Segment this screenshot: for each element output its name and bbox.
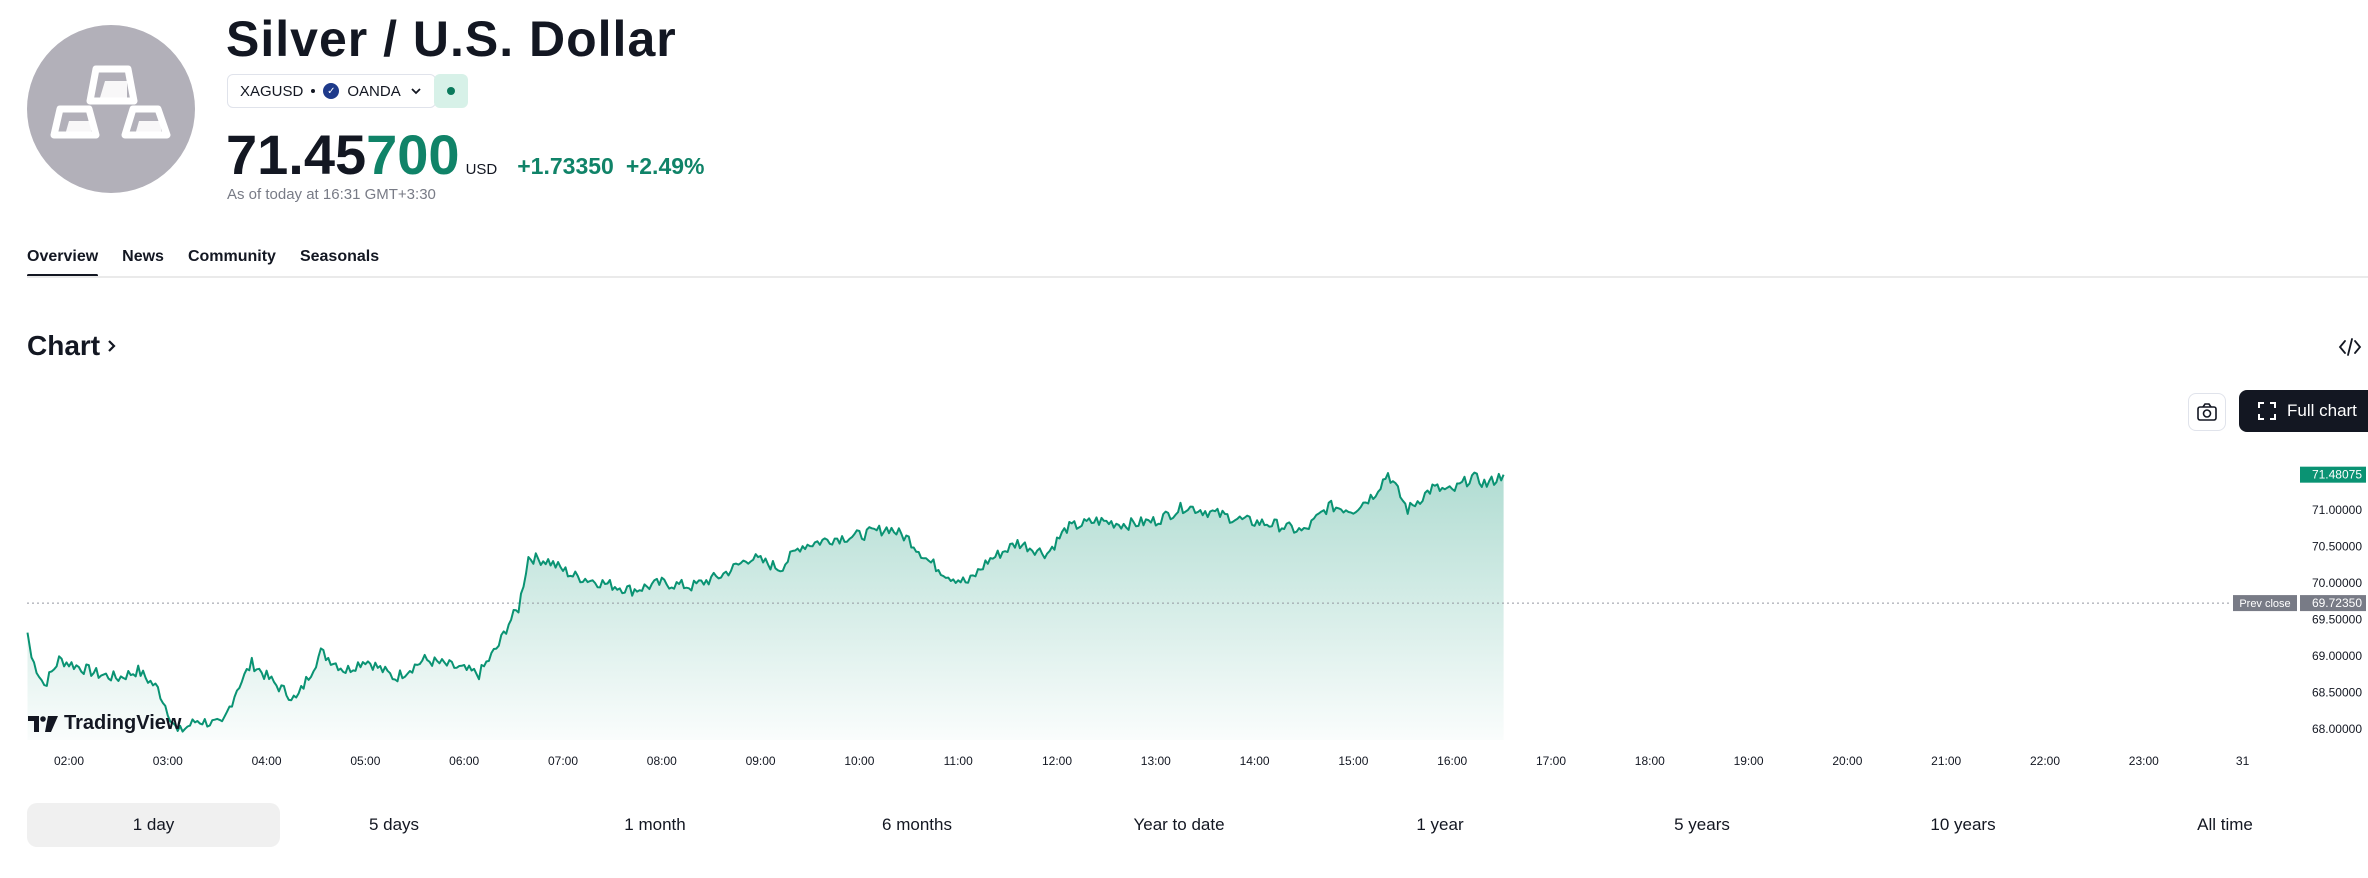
prev-close-value-badge bbox=[2300, 595, 2366, 612]
range-5-years[interactable]: 5 years bbox=[1674, 815, 1730, 834]
price-accent-digits: 700 bbox=[366, 123, 460, 186]
x-tick-label: 03:00 bbox=[153, 754, 183, 768]
price-line bbox=[26, 471, 1505, 733]
x-tick-label: 11:00 bbox=[944, 754, 973, 768]
x-tick-label: 07:00 bbox=[548, 754, 578, 768]
tabs-divider bbox=[27, 276, 2368, 278]
x-tick-label: 02:00 bbox=[54, 754, 84, 768]
as-of-timestamp: As of today at 16:31 GMT+3:30 bbox=[227, 186, 436, 203]
price-currency: USD bbox=[465, 161, 498, 178]
tab-seasonals[interactable]: Seasonals bbox=[299, 248, 380, 265]
range-1-day[interactable]: 1 day bbox=[27, 803, 280, 847]
price-area-fill bbox=[27, 472, 1504, 740]
full-chart-button[interactable]: Full chart bbox=[2239, 390, 2368, 432]
range-all-time[interactable]: All time bbox=[2197, 815, 2253, 834]
range-year-to-date[interactable]: Year to date bbox=[1133, 815, 1225, 834]
exchange-icon: ✓ bbox=[323, 83, 340, 99]
chart-heading-label: Chart bbox=[27, 330, 101, 361]
price-main: 71.45 bbox=[226, 123, 367, 186]
camera-icon bbox=[2197, 403, 2217, 421]
y-tick-label: 70.00000 bbox=[2312, 576, 2362, 590]
x-tick-label: 17:00 bbox=[1536, 754, 1566, 768]
x-tick-label: 05:00 bbox=[350, 754, 380, 768]
x-tick-label: 14:00 bbox=[1240, 754, 1270, 768]
market-open-dot bbox=[447, 87, 455, 95]
range-10-years[interactable]: 10 years bbox=[1930, 815, 1996, 834]
current-price-label: 71.48075 bbox=[2312, 468, 2362, 482]
y-tick-label: 68.00000 bbox=[2312, 722, 2362, 736]
full-chart-label: Full chart bbox=[2287, 401, 2357, 420]
symbol-logo bbox=[27, 25, 195, 193]
price-change-percent: +2.49% bbox=[625, 153, 705, 179]
range-6-months[interactable]: 6 months bbox=[882, 815, 952, 834]
x-tick-label: 12:00 bbox=[1042, 754, 1072, 768]
x-tick-label: 08:00 bbox=[647, 754, 677, 768]
x-tick-label: 06:00 bbox=[449, 754, 479, 768]
prev-close-tag bbox=[2233, 595, 2297, 612]
snapshot-button[interactable] bbox=[2188, 393, 2226, 431]
x-tick-label: 13:00 bbox=[1141, 754, 1171, 768]
separator-dot bbox=[311, 89, 316, 93]
section-tabs: Overview News Community Seasonals bbox=[27, 248, 380, 277]
tradingview-icon bbox=[28, 715, 58, 732]
x-tick-label: 10:00 bbox=[844, 754, 874, 768]
tradingview-brand: TradingView bbox=[64, 712, 182, 734]
exchange-name: OANDA bbox=[347, 82, 401, 100]
price-row: 71.45 700 USD +1.73350 +2.49% bbox=[226, 122, 704, 187]
market-status-badge[interactable] bbox=[434, 74, 468, 108]
symbol-selector[interactable]: XAGUSD ✓ OANDA bbox=[227, 74, 436, 108]
x-tick-label: 22:00 bbox=[2030, 754, 2060, 768]
tab-community[interactable]: Community bbox=[187, 248, 276, 265]
expand-icon bbox=[2258, 402, 2276, 420]
x-tick-label: 23:00 bbox=[2129, 754, 2159, 768]
chevron-down-icon bbox=[411, 88, 421, 95]
prev-close-value: 69.72350 bbox=[2312, 596, 2362, 610]
x-tick-label: 15:00 bbox=[1338, 754, 1368, 768]
x-tick-label: 18:00 bbox=[1635, 754, 1665, 768]
price-change: +1.73350 bbox=[517, 153, 614, 179]
price-chart[interactable]: 71.00000 70.50000 70.00000 69.50000 69.00000… bbox=[0, 440, 2368, 770]
tab-overview[interactable]: Overview bbox=[27, 248, 99, 277]
tab-news[interactable]: News bbox=[122, 248, 164, 265]
tradingview-logo[interactable]: TradingView bbox=[28, 712, 181, 735]
x-tick-label: 21:00 bbox=[1931, 754, 1961, 768]
range-selector: 1 day 5 days 1 month 6 months Year to da… bbox=[27, 803, 2368, 847]
x-tick-label: 09:00 bbox=[746, 754, 776, 768]
prev-close-label: Prev close bbox=[2239, 598, 2290, 610]
y-tick-label: 71.00000 bbox=[2312, 503, 2362, 517]
y-tick-label: 69.50000 bbox=[2312, 612, 2362, 626]
y-tick-label: 68.50000 bbox=[2312, 686, 2362, 700]
embed-code-icon[interactable] bbox=[2338, 337, 2362, 357]
symbol-ticker: XAGUSD bbox=[240, 82, 304, 100]
chevron-right-icon bbox=[108, 340, 116, 352]
y-tick-label: 70.50000 bbox=[2312, 539, 2362, 553]
silver-bars-icon bbox=[50, 65, 171, 139]
range-1-year[interactable]: 1 year bbox=[1416, 815, 1464, 834]
x-tick-label: 16:00 bbox=[1437, 754, 1467, 768]
current-price-badge bbox=[2300, 466, 2366, 483]
page-title: Silver / U.S. Dollar bbox=[226, 11, 677, 67]
x-tick-label: 20:00 bbox=[1832, 754, 1862, 768]
chart-heading-link[interactable]: Chart bbox=[27, 330, 118, 362]
x-tick-label: 04:00 bbox=[252, 754, 282, 768]
range-1-month[interactable]: 1 month bbox=[624, 815, 686, 834]
x-tick-label: 31 bbox=[2236, 754, 2250, 768]
range-5-days[interactable]: 5 days bbox=[368, 815, 420, 834]
x-tick-label: 19:00 bbox=[1734, 754, 1764, 768]
y-tick-label: 69.00000 bbox=[2312, 649, 2362, 663]
